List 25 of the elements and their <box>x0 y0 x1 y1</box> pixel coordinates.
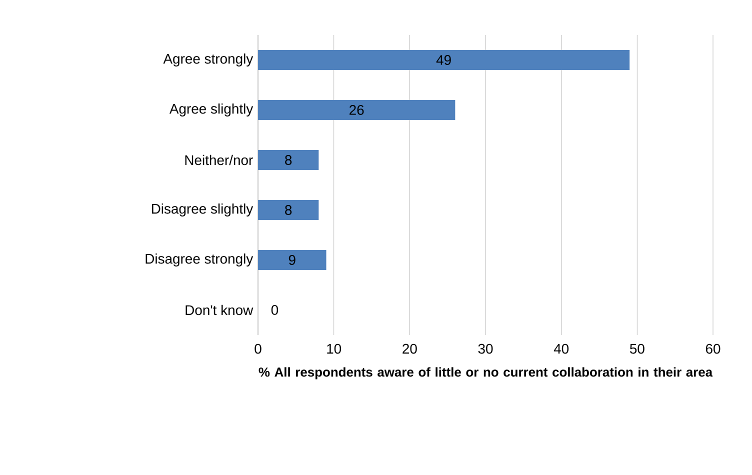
x-tick-label: 10 <box>327 344 342 354</box>
x-axis-title: % All respondents aware of little or no current collaboration in their area <box>258 367 713 380</box>
data-label: 8 <box>285 155 292 165</box>
y-tick-label: Agree slightly <box>169 103 254 116</box>
bar <box>258 250 326 270</box>
data-label: 8 <box>285 205 292 215</box>
x-tick-label: 60 <box>706 344 720 354</box>
y-tick-label: Disagree slightly <box>152 203 254 216</box>
data-label: 49 <box>436 55 451 65</box>
data-label: 26 <box>350 105 364 115</box>
bar <box>258 100 456 120</box>
x-tick-label: 50 <box>630 344 644 354</box>
y-tick-label: Don't know <box>186 304 254 316</box>
data-label: 0 <box>271 305 278 315</box>
x-tick-label: 20 <box>402 344 417 354</box>
x-tick-label: 0 <box>254 344 262 354</box>
bar <box>258 200 319 220</box>
x-tick-label: 30 <box>478 344 493 354</box>
y-tick-label: Agree strongly <box>163 53 254 66</box>
bar <box>258 150 319 170</box>
y-tick-label: Neither/nor <box>185 154 253 166</box>
x-tick-label: 40 <box>554 344 569 354</box>
y-tick-label: Disagree strongly <box>146 253 254 266</box>
bar <box>258 50 630 70</box>
data-label: 9 <box>288 255 296 265</box>
